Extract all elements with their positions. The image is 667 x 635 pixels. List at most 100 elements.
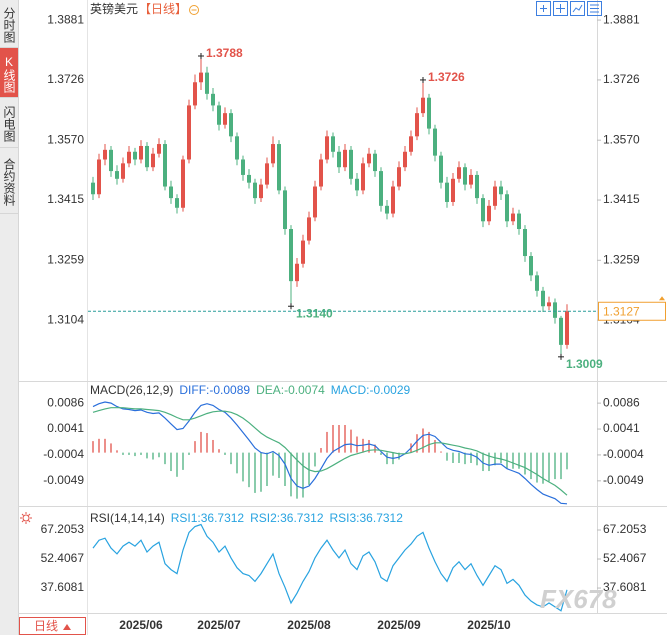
x-tick-label: 2025/10 [467,618,511,632]
candle-body [433,128,437,156]
candle-body [253,182,257,199]
y-tick-label-left: 0.0041 [47,421,84,435]
y-tick-label-right: -0.0004 [603,447,644,461]
annotation-label: 1.3726 [428,70,465,84]
candle-body [409,136,413,152]
legend-entry: RSI2:36.7312 [250,511,324,525]
candle-body [283,190,287,230]
candle-body [325,136,329,160]
tab-flash[interactable]: 闪电图 [0,98,18,148]
candle-body [211,93,215,106]
annotation-label: 1.3788 [206,46,243,60]
y-tick-label-right: 1.3726 [603,72,640,86]
candle-body [499,186,503,195]
candle-body [541,290,545,307]
candle-body [349,149,353,179]
y-tick-label-left: 1.3881 [47,12,84,26]
candle-body [421,97,425,114]
candle-body [199,72,203,83]
legend-entry: DIFF:-0.0089 [179,383,250,397]
legend-entry: DEA:-0.0074 [256,383,325,397]
icon-indicator[interactable] [570,1,585,16]
icon-crosshair[interactable] [553,1,568,16]
annotation-label: 1.3009 [566,357,603,371]
icon-settings-glyph [590,4,599,13]
candle-body [235,136,239,160]
candle-body [505,194,509,222]
y-tick-label-left: 1.3415 [47,192,84,206]
candle-body [475,174,479,199]
candle-body [487,205,491,222]
candle-body [469,174,473,185]
candle-body [445,182,449,202]
y-tick-label-right: 1.3881 [603,12,640,26]
rsi-settings-icon[interactable] [20,512,32,524]
icon-crosshair-glyph [556,4,565,13]
candle-body [523,229,527,257]
candle-body [157,144,161,154]
toolbar [536,1,602,16]
candle-body [151,153,155,168]
icon-fullscreen[interactable] [536,1,551,16]
last-price-box [598,301,666,321]
candle-body [265,163,269,185]
tab-timeshare[interactable]: 分时图 [0,0,18,48]
candle-body [259,184,263,199]
candle-body [337,151,341,168]
y-tick-label-right: 1.3415 [603,192,640,206]
icon-indicator-glyph [572,4,583,13]
y-tick-label-left: 67.2053 [41,522,85,536]
candle-body [553,302,557,318]
candle-body [109,149,113,172]
candle-body [373,153,377,172]
candle-body [511,213,515,222]
candle-body [391,186,395,214]
period-button-label: 日线 [34,619,58,633]
y-tick-label-left: -0.0004 [43,447,84,461]
period-label: 【日线】 [139,2,187,16]
candle-body [397,167,401,187]
icon-settings[interactable] [587,1,602,16]
series-line [92,407,568,496]
candle-body [517,213,521,230]
annotation-label: 1.3140 [296,306,333,320]
candle-body [169,186,173,199]
candle-body [187,105,191,160]
tab-contract[interactable]: 合约资料 [0,148,18,214]
candle-body [139,145,143,160]
legend-entry: RSI3:36.7312 [330,511,404,525]
candle-body [319,159,323,187]
tab-kline[interactable]: K线图 [0,48,18,98]
candle-body [403,151,407,168]
candle-body [289,229,293,282]
candle-body [133,151,137,160]
x-tick-label: 2025/09 [377,618,421,632]
zoom-out-icon[interactable] [189,5,200,15]
candle-body [313,186,317,218]
candle-body [457,167,461,179]
candle-body [427,97,431,129]
last-price-label: 1.3127 [603,304,640,318]
watermark: FX678 [540,584,617,614]
candle-body [379,171,383,206]
candle-body [343,149,347,168]
candle-body [217,105,221,125]
icon-fullscreen-glyph [540,5,547,12]
indicator-title: MACD(26,12,9) [90,383,173,397]
candle-body [301,240,305,264]
candle-body [241,159,245,175]
candle-body [385,205,389,214]
candle-body [121,163,125,179]
candle-body [181,159,185,208]
y-tick-label-right: 37.6081 [603,580,647,594]
candle-body [547,302,551,307]
y-tick-label-right: 0.0086 [603,395,640,409]
series-line [92,523,568,612]
candle-body [97,159,101,195]
y-tick-label-left: 0.0086 [47,395,84,409]
y-tick-label-left: 52.4067 [41,551,85,565]
candle-body [175,198,179,208]
candle-body [535,275,539,291]
